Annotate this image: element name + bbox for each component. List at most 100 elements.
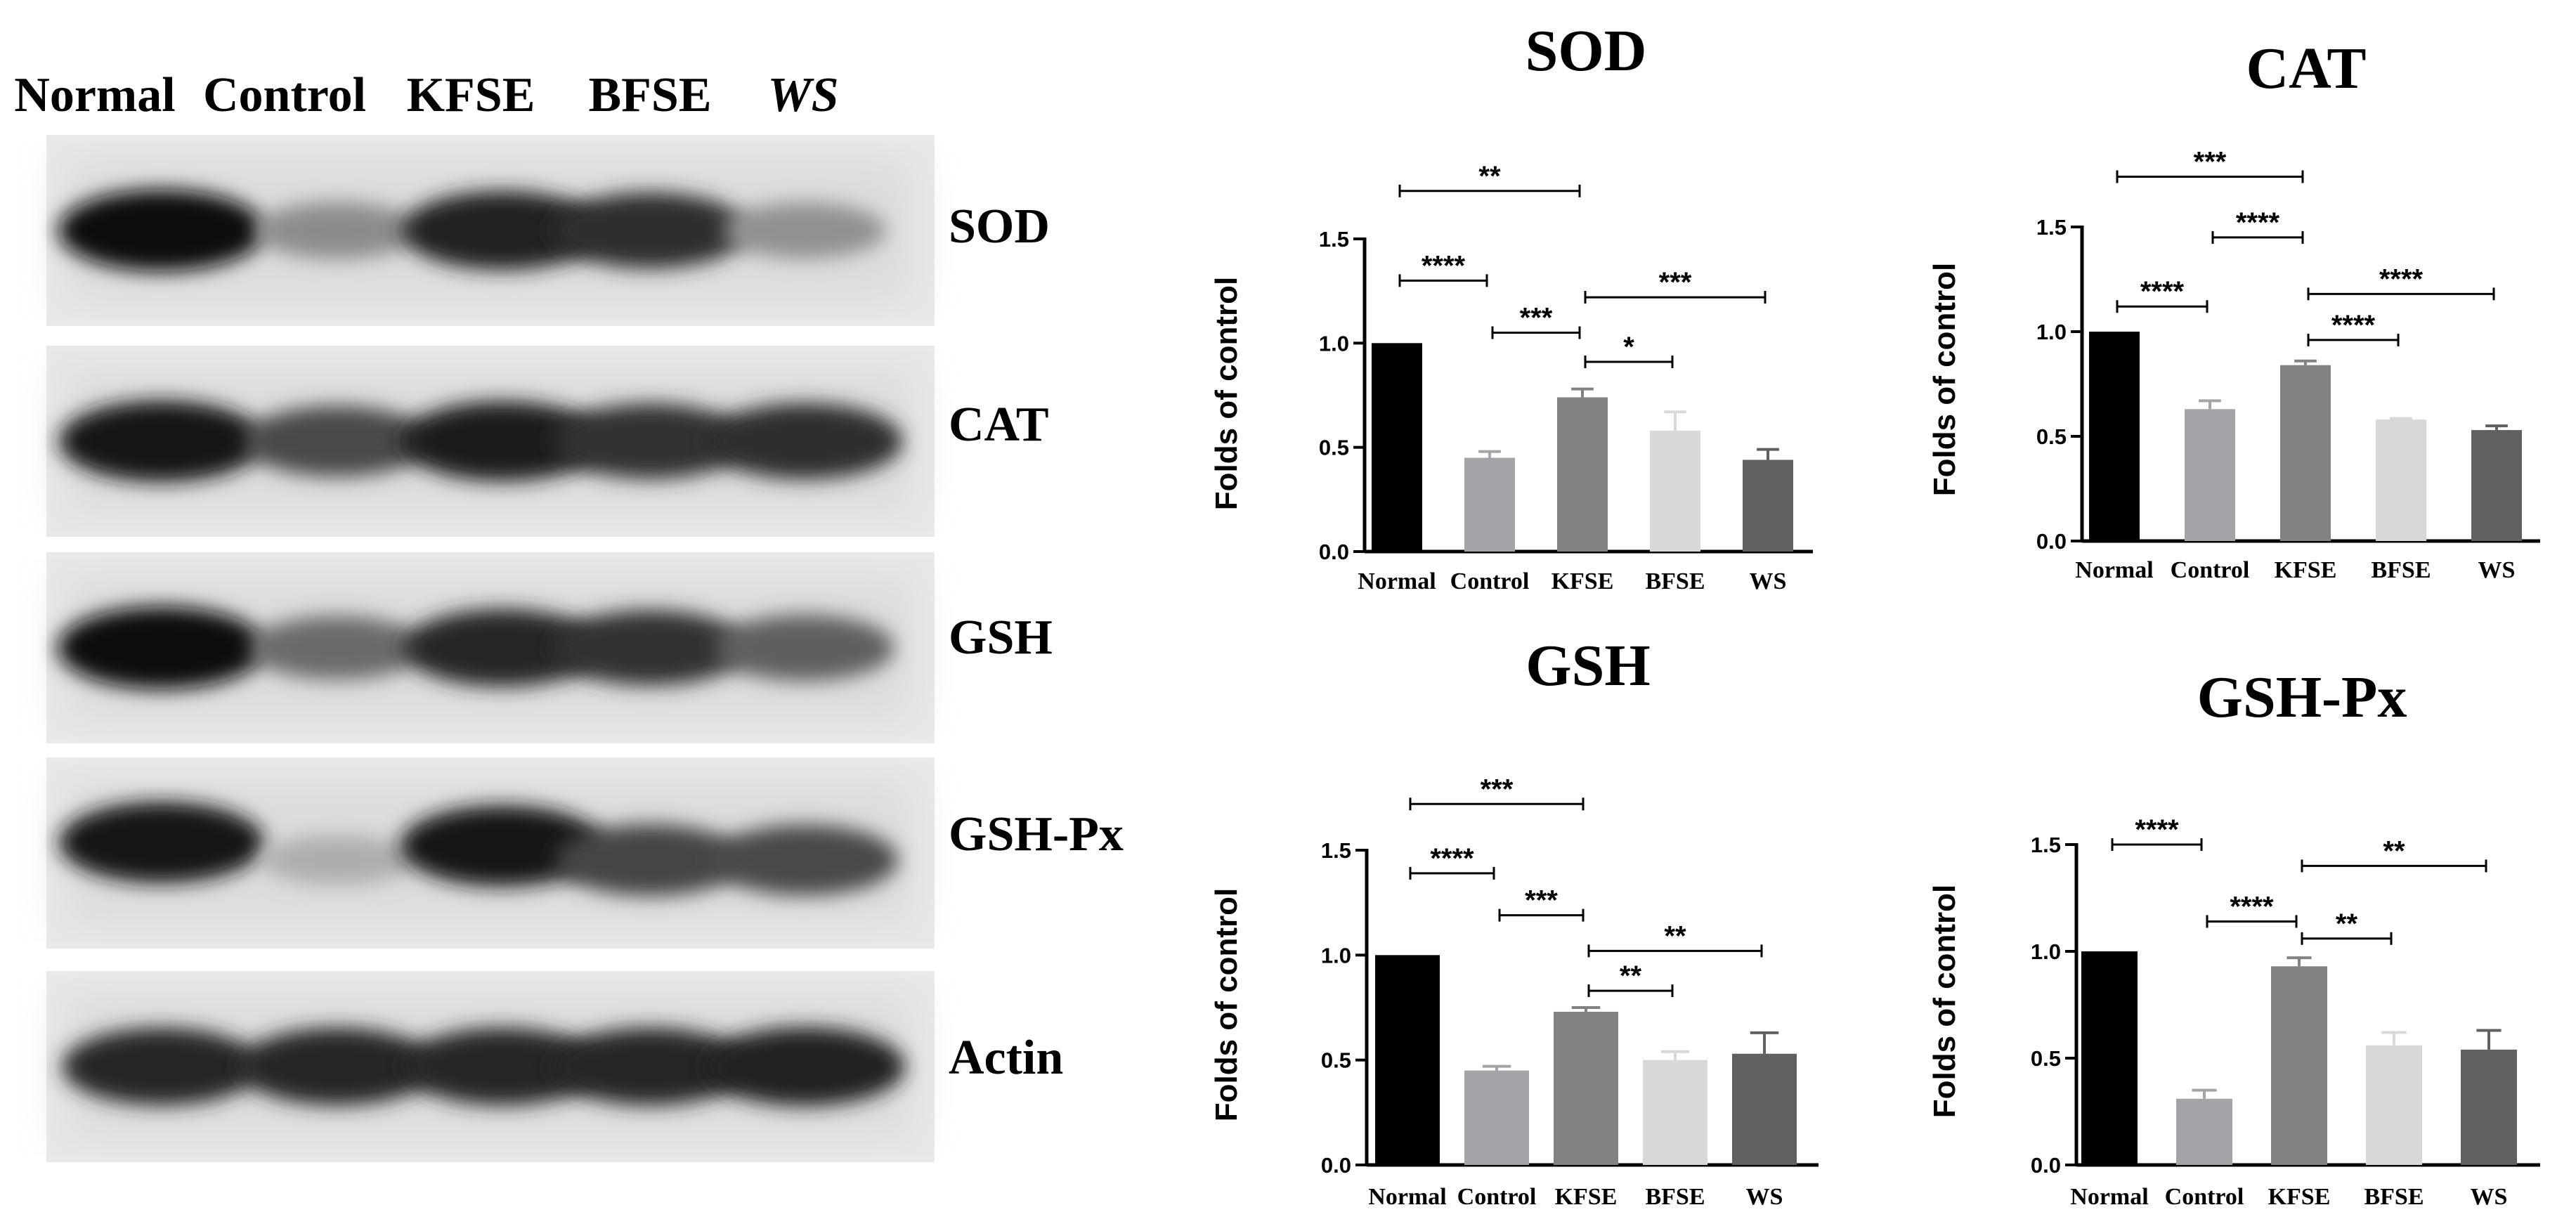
category-label-kfse: KFSE	[1555, 1184, 1618, 1210]
bar-normal	[2089, 332, 2140, 541]
category-label-normal: Normal	[1358, 568, 1436, 594]
lane-label-control: Control	[203, 68, 366, 122]
bar-kfse	[2271, 966, 2327, 1165]
blot-band	[552, 403, 748, 479]
significance-label: **	[1620, 960, 1642, 991]
y-tick-label: 0.0	[1321, 1153, 1351, 1178]
protein-label-actin: Actin	[949, 1031, 1063, 1085]
bar-control	[2176, 1098, 2232, 1165]
y-tick-label: 1.5	[1319, 227, 1349, 252]
significance-label: ***	[1520, 303, 1553, 334]
category-label-ws: WS	[2471, 1184, 2508, 1210]
category-label-ws: WS	[1746, 1184, 1783, 1210]
blot-row-actin	[46, 971, 935, 1162]
significance-label: ****	[2140, 276, 2185, 307]
significance-label: ***	[2194, 146, 2227, 177]
bar-ws	[1732, 1053, 1797, 1165]
significance-label: ****	[2331, 310, 2376, 341]
significance-label: ****	[2236, 207, 2280, 238]
blot-band	[400, 805, 605, 887]
y-tick-label: 1.5	[2036, 215, 2067, 240]
y-tick-label: 1.0	[1321, 943, 1351, 968]
bar-normal	[1375, 955, 1440, 1165]
blot-band	[243, 405, 431, 477]
category-label-normal: Normal	[2075, 557, 2153, 583]
significance-label: ***	[1481, 774, 1514, 805]
significance-label: **	[1664, 920, 1686, 951]
blot-band	[705, 403, 904, 480]
bar-normal	[2081, 951, 2138, 1165]
y-tick-label: 0.5	[2031, 1046, 2061, 1071]
y-tick-label: 0.0	[1319, 540, 1349, 564]
bar-ws	[2461, 1049, 2517, 1165]
y-tick-label: 0.5	[2036, 424, 2067, 449]
blot-band	[401, 401, 604, 481]
bar-charts: SOD 0.0 0.5 1.0 1.5 Folds of control Normal Con…	[1209, 18, 2540, 1210]
y-tick-label: 1.5	[1321, 838, 1351, 863]
category-label-bfse: BFSE	[1645, 1184, 1705, 1210]
category-label-kfse: KFSE	[2268, 1184, 2331, 1210]
blot-band	[249, 616, 426, 680]
significance-label: ****	[2379, 263, 2424, 294]
category-label-control: Control	[2171, 557, 2250, 583]
significance-label: ****	[1430, 843, 1474, 874]
bar-control	[1464, 457, 1515, 552]
category-label-ws: WS	[2478, 557, 2516, 583]
chart-gsh-px: GSH-Px 0.0 0.5 1.0 1.5 Folds of control Normal…	[1927, 665, 2540, 1210]
blot-band	[403, 608, 602, 687]
bar-bfse	[1650, 430, 1700, 552]
blot-band	[57, 606, 266, 690]
y-axis-label: Folds of control	[1927, 885, 1962, 1118]
significance-label: ****	[2230, 891, 2274, 922]
blot-row-gsh	[46, 552, 935, 743]
y-tick-label: 1.0	[2036, 320, 2067, 344]
category-label-control: Control	[1450, 568, 1530, 594]
blot-band	[403, 1027, 602, 1106]
bar-kfse	[1554, 1011, 1618, 1165]
significance-label: ***	[1525, 885, 1558, 916]
blot-band	[555, 823, 745, 897]
significance-label: **	[2383, 835, 2405, 866]
bar-bfse	[2366, 1045, 2422, 1165]
protein-label-cat: CAT	[949, 398, 1049, 452]
bar-bfse	[1643, 1060, 1707, 1165]
category-label-bfse: BFSE	[1645, 568, 1705, 594]
category-label-bfse: BFSE	[2371, 557, 2431, 583]
blot-band	[238, 1027, 437, 1106]
chart-gsh: GSH 0.0 0.5 1.0 1.5 Folds of control Normal Con…	[1209, 633, 1819, 1210]
y-tick-label: 0.0	[2036, 529, 2067, 554]
y-axis-label: Folds of control	[1927, 263, 1962, 496]
y-tick-label: 1.5	[2031, 833, 2061, 857]
blot-band	[261, 835, 414, 885]
lane-label-bfse: BFSE	[588, 68, 711, 122]
significance-label: **	[1478, 161, 1501, 192]
protein-label-gsh-px: GSH-Px	[949, 807, 1124, 861]
category-label-control: Control	[2165, 1184, 2244, 1210]
blot-band	[58, 189, 266, 272]
category-label-bfse: BFSE	[2364, 1184, 2424, 1210]
significance-label: ****	[1422, 250, 1466, 281]
category-label-normal: Normal	[1368, 1184, 1446, 1210]
western-blot: Normal Control KFSE BFSE WS SOD CAT GSH GSH-Px Ac…	[14, 68, 1124, 1162]
lane-label-normal: Normal	[14, 68, 175, 122]
chart-title: GSH	[1526, 633, 1650, 698]
chart-cat: CAT 0.0 0.5 1.0 1.5 Folds of control Normal Con…	[1927, 36, 2540, 583]
y-axis-label: Folds of control	[1209, 277, 1244, 510]
blot-band	[62, 1027, 261, 1106]
lane-label-kfse: KFSE	[407, 68, 535, 122]
category-label-kfse: KFSE	[1552, 568, 1614, 594]
y-axis-label: Folds of control	[1209, 888, 1244, 1121]
blot-band	[550, 1027, 750, 1106]
chart-title: CAT	[2246, 36, 2366, 101]
bar-control	[2185, 409, 2235, 541]
bar-bfse	[2376, 419, 2426, 541]
blot-row-cat	[46, 346, 935, 537]
blot-band	[723, 202, 886, 259]
y-tick-label: 0.0	[2031, 1153, 2061, 1178]
category-label-kfse: KFSE	[2275, 557, 2337, 583]
blot-band	[710, 824, 899, 896]
blot-band	[551, 192, 749, 269]
blot-band	[401, 190, 604, 271]
category-label-control: Control	[1457, 1184, 1537, 1210]
y-tick-label: 1.0	[2031, 939, 2061, 964]
